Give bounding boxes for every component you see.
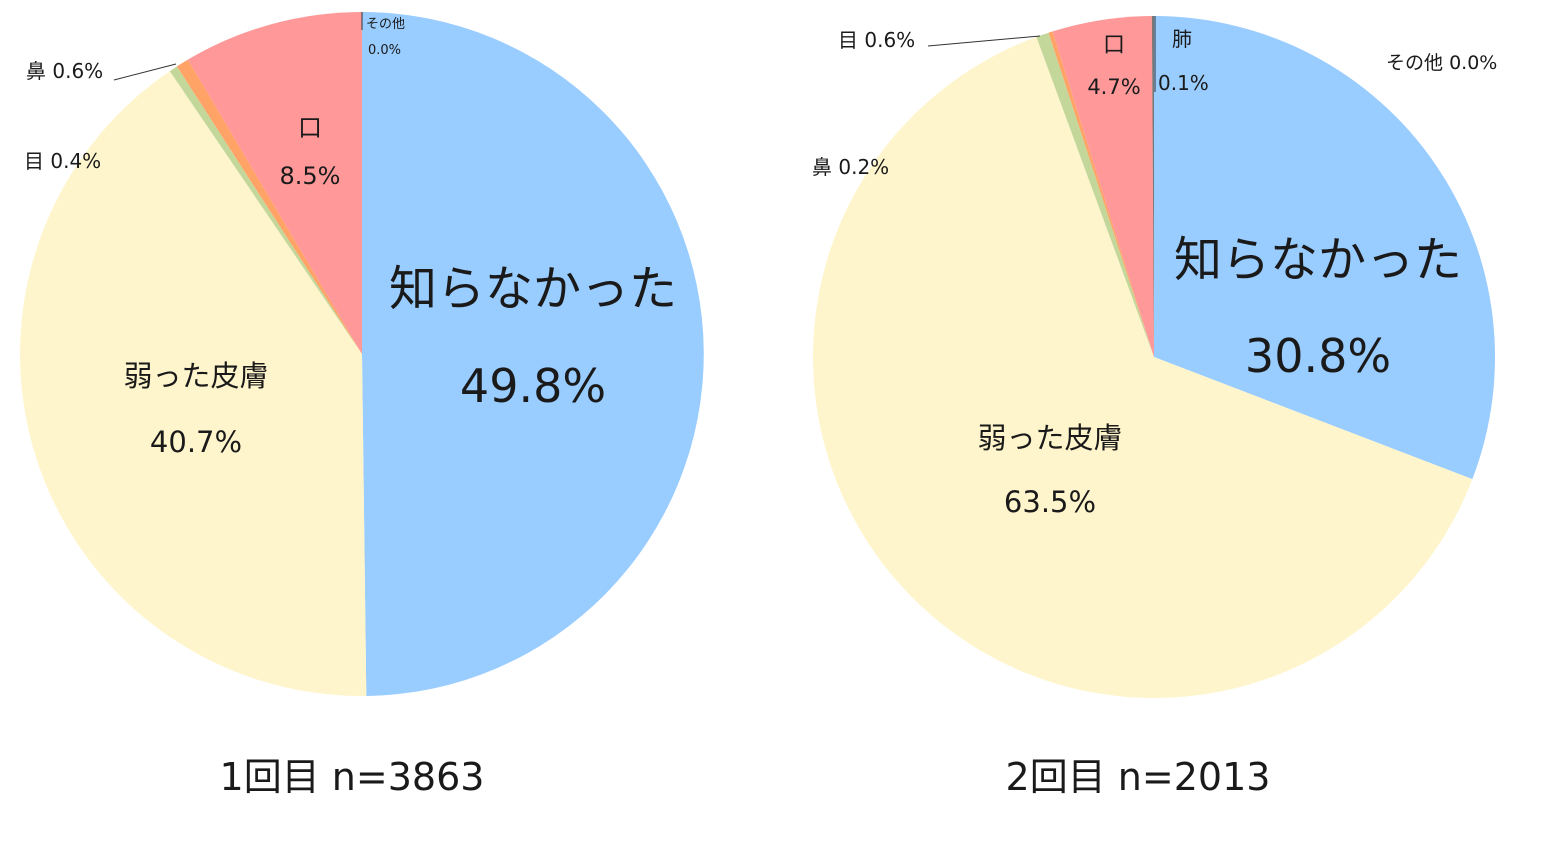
pie-chart-1: 知らなかった 49.8% 弱った皮膚 40.7% 目 0.4% 鼻 0.6% 口…	[20, 12, 704, 799]
pie-slice-dont-know-1	[362, 12, 704, 696]
leader-line-eye-2	[927, 35, 1041, 47]
pie-chart-2: 知らなかった 30.8% 弱った皮膚 63.5% 目 0.6% 鼻 0.2% 口…	[812, 16, 1497, 799]
slice-label-eye-1: 目 0.4%	[24, 149, 101, 173]
slice-label-other-2: その他 0.0%	[1386, 52, 1497, 74]
slice-label-eye-2: 目 0.6%	[838, 28, 915, 52]
pie-slice-eye-1	[169, 66, 362, 355]
slice-label-nose-1: 鼻 0.6%	[26, 59, 103, 83]
chart-caption-2: 2回目 n=2013	[1006, 755, 1271, 799]
slice-label-weak-skin-2: 弱った皮膚	[977, 421, 1122, 455]
slice-value-mouth-1: 8.5%	[280, 162, 341, 190]
pie-slice-weak-skin-1	[20, 71, 367, 696]
chart-caption-1: 1回目 n=3863	[220, 755, 485, 799]
pie-slice-nose-1	[176, 59, 362, 354]
pie-slice-mouth-2	[1052, 16, 1154, 357]
slice-value-dont-know-1: 49.8%	[460, 359, 606, 413]
slice-value-mouth-2: 4.7%	[1087, 75, 1140, 99]
pie-slice-dont-know-2	[1154, 16, 1495, 480]
leader-line-nose-1	[113, 63, 177, 81]
pie-slice-lung-2	[1151, 16, 1154, 357]
slice-label-mouth-1: 口	[298, 114, 322, 142]
slice-label-weak-skin-1: 弱った皮膚	[123, 359, 268, 393]
slice-value-weak-skin-2: 63.5%	[1004, 485, 1096, 519]
slice-value-lung-2: 0.1%	[1158, 71, 1209, 95]
slice-label-other-1: その他	[366, 17, 405, 32]
slice-label-dont-know-2: 知らなかった	[1174, 232, 1462, 288]
slice-label-mouth-2: 口	[1103, 33, 1125, 58]
slice-label-nose-2: 鼻 0.2%	[812, 155, 889, 179]
slice-value-other-1: 0.0%	[368, 43, 401, 58]
pie-slice-weak-skin-2	[813, 36, 1473, 698]
pie-slice-mouth-1	[187, 12, 362, 354]
pie-slice-eye-2	[1036, 32, 1154, 357]
pie-slice-nose-2	[1048, 31, 1154, 357]
slice-value-dont-know-2: 30.8%	[1245, 329, 1391, 383]
slice-value-weak-skin-1: 40.7%	[150, 425, 242, 459]
slice-label-lung-2: 肺	[1172, 27, 1192, 51]
slice-label-dont-know-1: 知らなかった	[389, 261, 677, 317]
